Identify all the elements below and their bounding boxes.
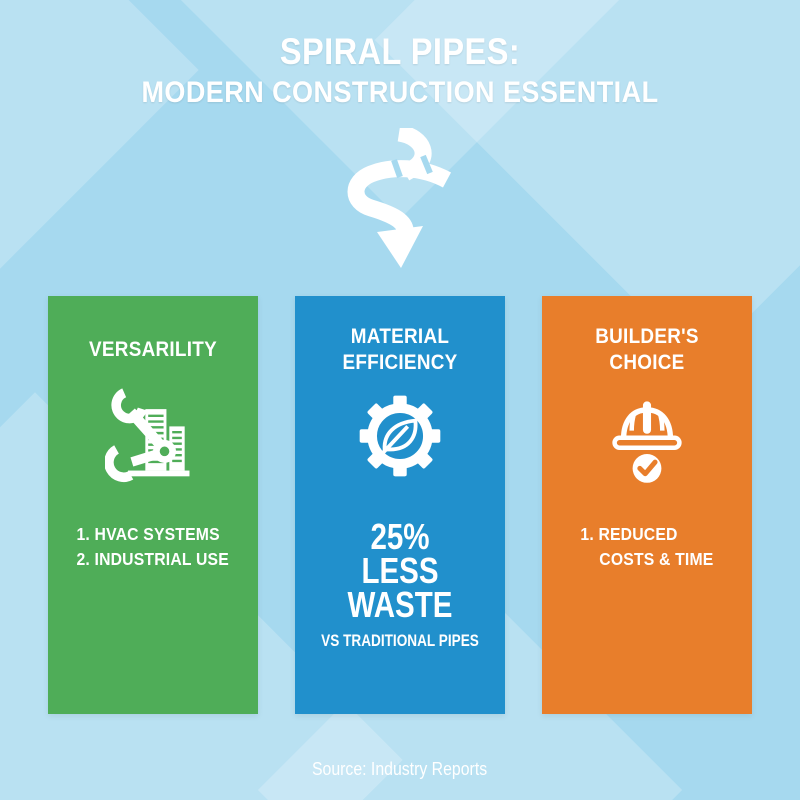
page-title: SPIRAL PIPES:: [279, 31, 521, 72]
stat-caption: VS TRADITIONAL PIPES: [321, 630, 479, 650]
benefit-list: 1. HVAC SYSTEMS 2. INDUSTRIAL USE: [77, 522, 229, 572]
header: SPIRAL PIPES: MODERN CONSTRUCTION ESSENT…: [0, 0, 800, 112]
gear-leaf-icon: [295, 390, 505, 482]
page-subtitle: MODERN CONSTRUCTION ESSENTIAL: [141, 76, 659, 110]
card-title: VERSARILITY: [89, 337, 217, 361]
card-versatility: VERSARILITY: [48, 295, 258, 714]
spiral-pipe-arrow-icon: [347, 127, 452, 268]
source-text: Source: Industry Reports: [312, 759, 488, 779]
source-note: Source: Industry Reports: [0, 759, 800, 780]
list-item: 1. REDUCED: [580, 523, 678, 544]
stat-value: 25% LESS WASTE: [347, 515, 453, 625]
card-builders-choice: BUILDER'S CHOICE 1. REDUCED: [542, 295, 752, 714]
list-item: COSTS & TIME: [599, 548, 714, 569]
hero-icon-wrap: [0, 127, 800, 278]
benefit-list: 1. REDUCED COSTS & TIME: [580, 522, 713, 572]
card-title: BUILDER'S CHOICE: [595, 324, 699, 374]
list-item: 1. HVAC SYSTEMS: [76, 523, 221, 544]
card-title: MATERIAL EFFICIENCY: [342, 324, 458, 374]
wrench-buildings-icon: [48, 388, 258, 482]
benefit-cards: VERSARILITY: [0, 295, 800, 714]
card-material-efficiency: MATERIAL EFFICIENCY: [295, 295, 505, 714]
list-item: 2. INDUSTRIAL USE: [76, 548, 230, 569]
hardhat-check-icon: [542, 390, 752, 483]
